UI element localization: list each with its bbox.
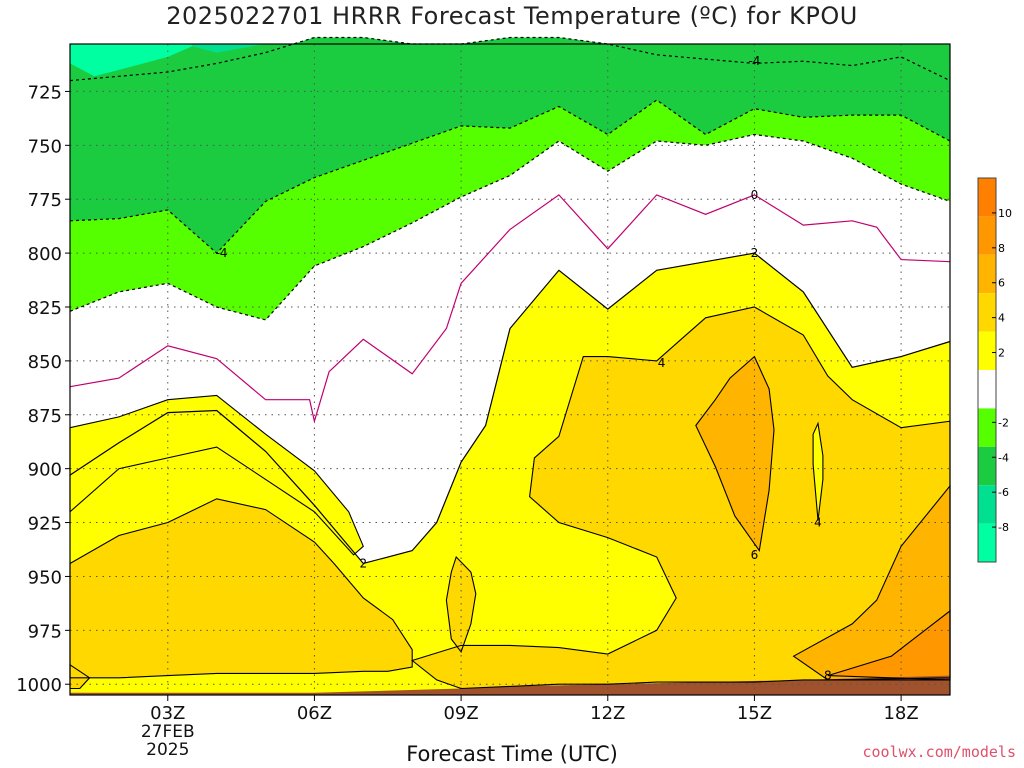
x-tick-label: 12Z (590, 703, 625, 724)
colorbar-frame (977, 177, 997, 563)
x-tick-label: 03Z (150, 703, 185, 724)
x-tick-label: 09Z (443, 703, 478, 724)
colorbar-bin (978, 523, 996, 562)
isotherm-4-right (411, 306, 951, 690)
isotherm-6-bottom (792, 484, 951, 681)
contour-label: 2 (360, 557, 368, 571)
isotherm-8-bottom (827, 609, 951, 681)
colorbar-tick-label: 8 (998, 242, 1005, 255)
contour-label: 6 (751, 548, 759, 562)
x-date-label: 2025 (146, 740, 189, 760)
x-axis-title: Forecast Time (UTC) (406, 742, 618, 766)
x-tick-label: 06Z (297, 703, 332, 724)
contour-label: 8 (824, 669, 832, 683)
band-minus6-to-minus4 (70, 37, 950, 254)
colorbar-bin (978, 331, 996, 370)
colorbar-tick-label: -4 (998, 451, 1009, 464)
colorbar-tick-label: -8 (998, 521, 1009, 534)
colorbar-tick-label: 4 (998, 312, 1005, 325)
contour-label: -4 (216, 246, 228, 260)
colorbar-tick-label: 6 (998, 277, 1005, 290)
colorbar-tick-label: 10 (998, 207, 1012, 220)
chart-title: 2025022701 HRRR Forecast Temperature (ºC… (166, 2, 858, 30)
y-tick-label: 975 (28, 621, 62, 642)
isotherm-contours (69, 36, 951, 690)
colorbar-bin (978, 408, 996, 447)
y-tick-label: 925 (28, 514, 62, 535)
contour-label: 2 (751, 246, 759, 260)
y-tick-label: 775 (28, 190, 62, 211)
colorbar-bin (978, 485, 996, 524)
band-minus10-to-minus8 (70, 44, 193, 77)
isotherm-6-blob (695, 355, 775, 553)
colorbar-bin (978, 446, 996, 486)
y-tick-label: 1000 (16, 675, 62, 696)
isotherm-plus2 (69, 252, 951, 565)
isotherm-4-strip (69, 394, 364, 556)
band-minus8-to-minus6 (192, 44, 266, 53)
y-tick-label: 800 (28, 244, 62, 265)
x-tick-label: 18Z (883, 703, 918, 724)
contour-label: 0 (751, 188, 759, 202)
isotherm-minus4-upper (69, 36, 951, 82)
colorbar-bin (978, 216, 996, 255)
isotherm-zero (69, 194, 951, 424)
y-tick-label: 825 (28, 298, 62, 319)
band-2-to-4-strip (70, 395, 364, 555)
y-tick-label: 750 (28, 136, 62, 157)
x-date-label: 27FEB (141, 722, 195, 742)
y-tick-label: 850 (28, 352, 62, 373)
colorbar-tick-label: 2 (998, 347, 1005, 360)
y-tick-label: 950 (28, 567, 62, 588)
contour-label: 4 (814, 516, 822, 530)
axes: 725 750 775 800 825 850 875 900 925 950 975 1000 03Z… (16, 43, 951, 760)
band-4-to-6-left (70, 498, 413, 678)
contour-label: -4 (748, 54, 760, 68)
colorbar-bin (978, 293, 996, 332)
isotherm-4-bubble (445, 555, 477, 654)
isotherm-4-sliver (812, 421, 824, 521)
band-top (70, 37, 950, 81)
y-tick-label: 900 (28, 460, 62, 481)
colorbar-tick-label: -2 (998, 416, 1009, 429)
contour-label: 4 (658, 356, 666, 370)
x-tick-label: 15Z (737, 703, 772, 724)
plot-frame (69, 43, 951, 696)
isotherm-4-left (69, 498, 413, 679)
colorbar-bin (978, 178, 996, 217)
plot-area (70, 37, 950, 695)
isotherm-minus2 (69, 133, 951, 321)
band-6-to-8-blob (695, 356, 774, 551)
y-tick-label: 875 (28, 406, 62, 427)
colorbar-bin (978, 254, 996, 294)
watermark[interactable]: coolwx.com/models (862, 743, 1016, 761)
colorbar: -8 -6 -4 -2 2 4 6 8 10 (977, 177, 1012, 563)
colorbar-bin (978, 370, 996, 409)
ground-below-surface (70, 675, 950, 695)
y-tick-label: 725 (28, 82, 62, 103)
contour-labels: -4 -4 0 2 4 2 6 4 8 (216, 54, 832, 682)
grid (70, 44, 950, 695)
band-4-to-6-right (412, 307, 950, 689)
colorbar-tick-label: -6 (998, 486, 1009, 499)
band-8-to-10-bottom (827, 610, 950, 680)
isotherm-minus4-lower (69, 99, 951, 254)
